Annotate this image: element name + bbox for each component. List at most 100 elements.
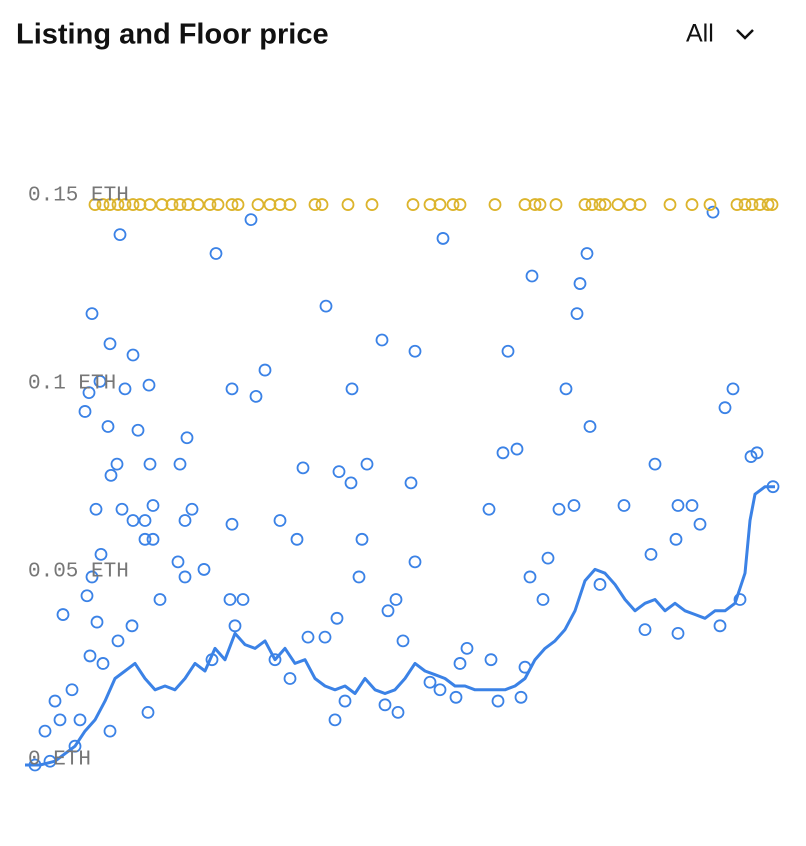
listing-point [65,683,79,697]
listing-point [48,694,62,708]
listing-point [93,374,107,388]
listing-point [165,198,179,211]
listing-point [146,532,160,546]
listing-point [141,705,155,719]
listing-point [433,683,447,697]
listing-point [389,593,403,606]
listing-point [706,205,720,219]
listing-point [541,551,555,565]
listing-point [685,198,699,211]
listing-point [501,344,515,358]
listing-point [750,446,764,460]
listing-point [103,198,117,211]
range-dropdown[interactable]: All [686,20,754,48]
listing-point [111,634,125,648]
listing-point [251,198,265,211]
listing-point [283,198,297,211]
listing-point [80,589,94,603]
listing-point [209,247,223,260]
listing-point [225,198,239,211]
listing-point [181,198,195,211]
dropdown-label[interactable]: All [686,20,714,48]
listing-point [142,378,156,392]
listing-point [82,386,96,400]
listing-point [341,198,355,211]
listing-point [290,532,304,546]
listing-point [231,198,245,211]
listing-point [570,307,584,321]
listing-point [381,604,395,618]
listing-point [191,198,205,211]
listing-point [423,675,437,689]
listing-point [514,690,528,704]
listing-point [104,468,118,482]
listing-point [552,502,566,516]
listing-point [730,198,744,211]
listing-point [125,619,139,633]
listing-point [583,420,597,433]
listing-point [138,532,152,546]
listing-point [225,382,239,396]
listing-point [671,626,685,640]
listing-point [96,657,110,670]
listing-point [85,307,99,321]
listing-point [765,198,779,211]
listing-point [173,457,187,471]
y-tick-label: 0 ETH [28,749,91,772]
listing-point [249,389,263,403]
listing-point [94,547,108,561]
y-tick-label: 0.05 ETH [28,560,129,583]
listing-point [669,532,683,546]
listing-point [391,705,405,719]
listing-point [436,232,450,245]
listing-point [753,198,767,211]
listing-point [523,570,537,584]
listing-point [693,517,707,531]
listing-point [378,698,392,712]
listing-point [573,277,587,290]
listing-point [53,713,67,727]
listing-point [338,694,352,708]
listing-point [133,198,147,211]
listing-point [131,423,145,437]
listing-point [733,593,747,606]
listing-point [671,499,685,512]
listing-point [88,198,102,211]
listing-point [352,570,366,584]
listing-point [663,198,677,211]
listing-point [126,514,140,527]
y-tick-label: 0.1 ETH [28,372,116,395]
listing-point [223,593,237,606]
listing-point [623,198,637,211]
listing-point [113,228,127,242]
listing-point [593,198,607,211]
listing-point [328,713,342,727]
listing-point [211,198,225,211]
listing-point [155,198,169,211]
listing-point [404,476,418,490]
listing-point [173,198,187,211]
listing-point [153,593,167,606]
listing-point [85,570,99,584]
listing-point [423,198,437,211]
listing-point [273,514,287,527]
listing-point [718,401,732,415]
listing-point [482,502,496,516]
listing-point [146,499,160,512]
chart-title: Listing and Floor price [16,19,329,51]
listing-point [263,198,277,211]
listing-point [406,198,420,211]
listing-point [118,382,132,396]
listing-point [228,619,242,633]
listing-point [118,198,132,211]
listing-point [171,555,185,569]
listing-point [484,653,498,667]
listing-point [408,555,422,569]
listing-point [330,611,344,625]
listing-point [449,690,463,704]
listing-point [345,382,359,396]
chevron[interactable] [736,29,754,40]
listing-point [236,593,250,606]
listing-point [273,198,287,211]
listing-point [491,694,505,708]
